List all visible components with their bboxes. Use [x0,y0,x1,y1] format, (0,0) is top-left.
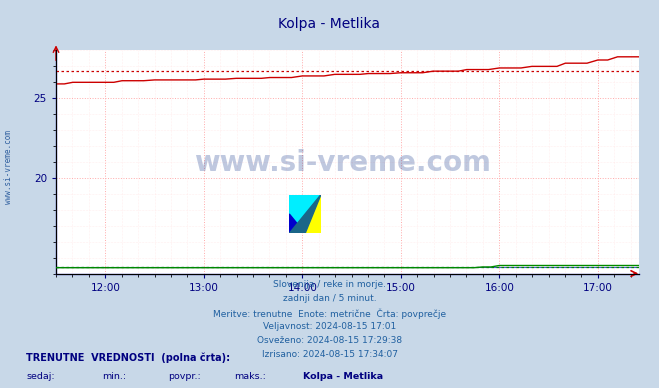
Polygon shape [289,214,305,234]
Text: www.si-vreme.com: www.si-vreme.com [194,149,491,177]
Polygon shape [289,195,321,234]
Text: sedaj:: sedaj: [26,372,55,381]
Text: min.:: min.: [102,372,127,381]
Text: Slovenija / reke in morje.: Slovenija / reke in morje. [273,280,386,289]
Text: Osveženo: 2024-08-15 17:29:38: Osveženo: 2024-08-15 17:29:38 [257,336,402,345]
Polygon shape [289,195,321,234]
Text: maks.:: maks.: [234,372,266,381]
Text: zadnji dan / 5 minut.: zadnji dan / 5 minut. [283,294,376,303]
Text: www.si-vreme.com: www.si-vreme.com [4,130,13,204]
Text: povpr.:: povpr.: [168,372,201,381]
Text: Meritve: trenutne  Enote: metrične  Črta: povprečje: Meritve: trenutne Enote: metrične Črta: … [213,308,446,319]
Text: Kolpa - Metlika: Kolpa - Metlika [303,372,384,381]
Text: TRENUTNE  VREDNOSTI  (polna črta):: TRENUTNE VREDNOSTI (polna črta): [26,352,231,363]
Text: Kolpa - Metlika: Kolpa - Metlika [279,17,380,31]
Text: Izrisano: 2024-08-15 17:34:07: Izrisano: 2024-08-15 17:34:07 [262,350,397,359]
Text: Veljavnost: 2024-08-15 17:01: Veljavnost: 2024-08-15 17:01 [263,322,396,331]
Polygon shape [289,195,321,234]
